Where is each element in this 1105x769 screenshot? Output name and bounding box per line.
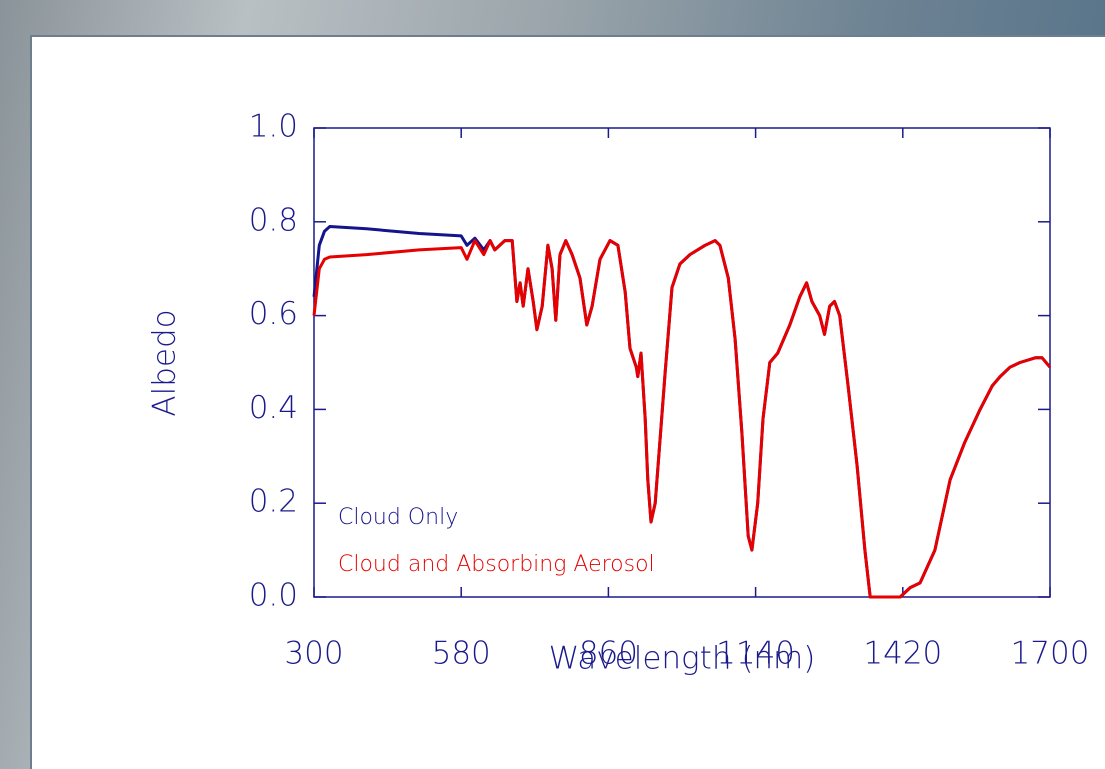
y-axis-label: Albedo — [147, 309, 183, 416]
y-tick-label: 0.8 — [249, 202, 298, 238]
x-tick-label: 1700 — [1011, 636, 1090, 672]
legend-entry: Cloud Only — [338, 505, 458, 530]
x-axis-label: Wavelength (nm) — [549, 641, 816, 677]
legend-entry: Cloud and Absorbing Aerosol — [338, 552, 655, 577]
series-line — [312, 225, 1052, 599]
x-tick-label: 1140 — [716, 636, 795, 672]
y-tick-label: 0.0 — [249, 578, 298, 614]
y-tick-label: 0.2 — [249, 484, 298, 520]
x-tick-label: 860 — [579, 636, 638, 672]
x-tick-label: 1420 — [863, 636, 942, 672]
x-tick-label: 300 — [284, 636, 343, 672]
panel — [30, 35, 1105, 769]
y-tick-label: 0.4 — [249, 390, 298, 426]
plot-frame — [313, 127, 1051, 598]
y-tick-label: 0.6 — [249, 296, 298, 332]
y-tick-label: 1.0 — [249, 109, 298, 145]
x-tick-label: 580 — [432, 636, 491, 672]
series-line — [312, 239, 1052, 599]
